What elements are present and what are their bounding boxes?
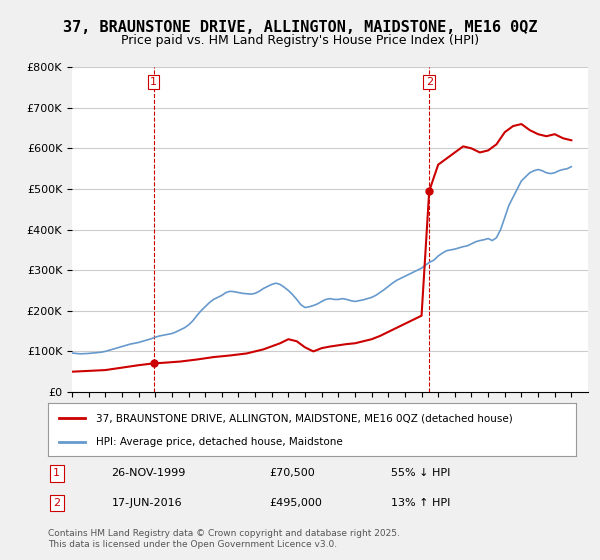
Text: Contains HM Land Registry data © Crown copyright and database right 2025.
This d: Contains HM Land Registry data © Crown c… [48,529,400,549]
Text: Price paid vs. HM Land Registry's House Price Index (HPI): Price paid vs. HM Land Registry's House … [121,34,479,46]
Text: £70,500: £70,500 [270,468,316,478]
Text: 37, BRAUNSTONE DRIVE, ALLINGTON, MAIDSTONE, ME16 0QZ (detached house): 37, BRAUNSTONE DRIVE, ALLINGTON, MAIDSTO… [95,413,512,423]
Text: 55% ↓ HPI: 55% ↓ HPI [391,468,451,478]
Text: 1: 1 [150,77,157,87]
Text: 2: 2 [425,77,433,87]
Text: 13% ↑ HPI: 13% ↑ HPI [391,498,451,508]
Text: HPI: Average price, detached house, Maidstone: HPI: Average price, detached house, Maid… [95,436,342,446]
Text: 37, BRAUNSTONE DRIVE, ALLINGTON, MAIDSTONE, ME16 0QZ: 37, BRAUNSTONE DRIVE, ALLINGTON, MAIDSTO… [63,20,537,35]
Text: £495,000: £495,000 [270,498,323,508]
Text: 26-NOV-1999: 26-NOV-1999 [112,468,186,478]
Text: 1: 1 [53,468,60,478]
Text: 2: 2 [53,498,61,508]
Text: 17-JUN-2016: 17-JUN-2016 [112,498,182,508]
